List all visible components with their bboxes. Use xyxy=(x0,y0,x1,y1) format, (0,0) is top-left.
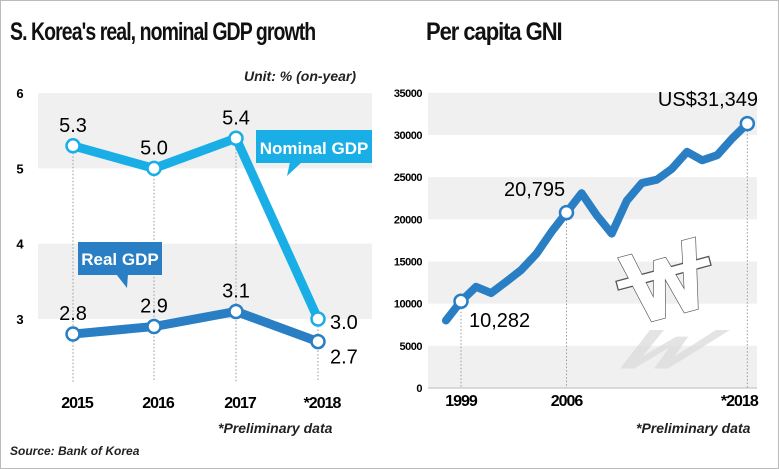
y-tick-label: 0 xyxy=(416,383,422,395)
data-label: 10,282 xyxy=(469,310,530,332)
x-tick-label: 2016 xyxy=(142,395,175,412)
legend-box-nominal xyxy=(256,130,372,163)
data-point xyxy=(310,311,326,327)
data-point xyxy=(739,115,756,132)
data-label: 2.9 xyxy=(140,296,168,318)
data-point xyxy=(146,160,162,177)
y-tick-label: 25000 xyxy=(394,172,422,184)
data-label: 5.0 xyxy=(140,137,168,159)
data-point xyxy=(453,293,469,310)
legend-box-real xyxy=(78,242,162,275)
data-label: US$31,349 xyxy=(658,89,758,111)
grid-band xyxy=(428,261,757,304)
data-label: 2.8 xyxy=(59,303,87,325)
legend-label-nominal: Nominal GDP xyxy=(260,139,369,158)
unit-label: Unit: % (on-year) xyxy=(244,68,356,84)
legend-pointer xyxy=(287,162,302,176)
data-point xyxy=(65,326,81,342)
left-note: *Preliminary data xyxy=(218,420,333,436)
legend-pointer xyxy=(116,274,128,288)
series-line-gni xyxy=(441,119,752,325)
x-tick-label: 2015 xyxy=(61,395,94,412)
data-label: 2.7 xyxy=(330,347,358,369)
y-tick-label: 5 xyxy=(16,161,23,176)
series-line-real-gdp xyxy=(72,306,320,346)
data-label: 3.1 xyxy=(222,280,250,302)
y-tick-label: 4 xyxy=(16,237,24,252)
data-point xyxy=(228,130,244,147)
y-tick-label: 30000 xyxy=(394,130,422,142)
grid-band xyxy=(428,92,757,135)
y-tick-label: 3 xyxy=(16,312,23,327)
x-tick-label: 1999 xyxy=(445,393,478,410)
y-tick-label: 35000 xyxy=(394,88,422,100)
y-tick-label: 5000 xyxy=(400,341,423,353)
x-tick-label: *2018 xyxy=(721,393,759,410)
y-tick-label: 15000 xyxy=(394,256,422,268)
data-label: 5.4 xyxy=(222,107,250,129)
x-tick-label: 2006 xyxy=(551,393,584,410)
won-shadow xyxy=(620,330,730,369)
source: Source: Bank of Korea xyxy=(10,444,140,458)
data-point xyxy=(65,138,81,154)
y-tick-label: 6 xyxy=(16,86,23,101)
data-point xyxy=(228,303,244,320)
right-chart-title: Per capita GNI xyxy=(426,18,563,46)
data-point xyxy=(558,204,575,221)
right-note: *Preliminary data xyxy=(636,420,751,436)
y-tick-label: 10000 xyxy=(394,299,422,311)
x-tick-label: *2018 xyxy=(304,395,342,412)
legend-label-real: Real GDP xyxy=(81,250,158,269)
y-tick-label: 20000 xyxy=(394,214,422,226)
x-tick-label: 2017 xyxy=(224,395,257,412)
grid-band xyxy=(428,345,757,388)
data-point xyxy=(310,333,326,350)
won-icon-fill xyxy=(618,237,698,322)
data-label: 5.3 xyxy=(59,115,87,137)
data-label: 20,795 xyxy=(504,179,565,201)
data-label: 3.0 xyxy=(330,312,358,334)
left-chart-title: S. Korea's real, nominal GDP growth xyxy=(10,18,316,46)
data-point xyxy=(146,318,162,335)
series-line-nominal-gdp xyxy=(71,133,323,321)
